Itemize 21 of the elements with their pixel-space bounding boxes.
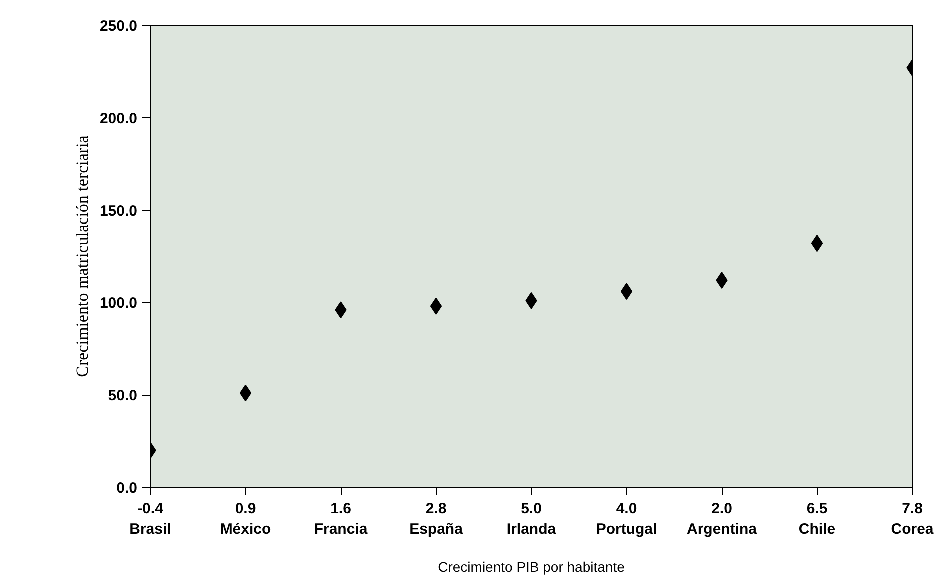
y-tick-label: 100.0 [100, 295, 138, 312]
point [811, 235, 824, 252]
point [620, 283, 633, 300]
x-tick-label: 6.5 Chile [798, 500, 836, 538]
x-axis-title: Crecimiento PIB por habitante [438, 558, 626, 575]
x-tick-label: 1.6 Francia [314, 500, 368, 538]
point [240, 384, 252, 402]
y-tick-label: 0.0 [116, 480, 138, 497]
x-tick-label: 7.8 Corea [891, 500, 934, 538]
x-tick-label: 2.0 Argentina [687, 500, 758, 538]
y-tick-label: 50.0 [108, 388, 138, 405]
y-tick-label: 250.0 [100, 18, 138, 35]
point [430, 298, 442, 315]
y-tick-label: 200.0 [100, 110, 138, 128]
y-axis-title: Crecimiento matriculación terciaria [72, 135, 92, 378]
x-tick-label: 5.0 Irlanda [506, 500, 557, 538]
x-tick-label: 2.8 España [410, 500, 464, 538]
y-tick-label: 150.0 [100, 202, 138, 220]
x-tick-label: 4.0 Portugal [596, 500, 658, 538]
x-tick-label: -0.4 Brasil [130, 500, 172, 538]
x-tick-label: 0.9 México [220, 500, 272, 538]
